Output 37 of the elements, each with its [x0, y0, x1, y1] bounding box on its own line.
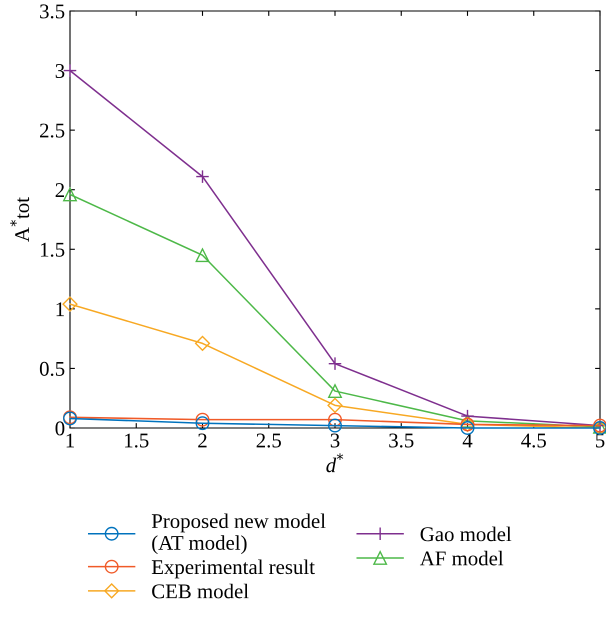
point — [328, 412, 342, 427]
x-tick-label: 4.5 — [521, 434, 546, 448]
x-tick-label: 1 — [66, 434, 74, 448]
x-tick-label: 2.5 — [256, 434, 281, 448]
x-axis-title: d$^{*}$ — [326, 453, 344, 472]
point — [196, 412, 210, 427]
point — [327, 398, 343, 413]
point — [63, 188, 77, 202]
legend-label: Proposed new model (AT model) — [152, 513, 326, 554]
y-tick-label: 0.5 — [40, 362, 64, 376]
point — [196, 170, 210, 184]
y-axis-title: A$^{*}$tot — [10, 197, 30, 242]
y-tick-label: 2.5 — [40, 124, 64, 138]
legend-label: Gao model — [420, 526, 512, 542]
x-tick-label: 1.5 — [125, 434, 148, 448]
y-tick-label: 1 — [56, 302, 64, 316]
point — [328, 384, 342, 398]
y-tick-label: 3 — [56, 64, 64, 78]
point — [328, 356, 342, 371]
x-tick-label: 2 — [198, 434, 207, 448]
y-tick-label: 0 — [56, 421, 64, 436]
y-tick-label: 1.5 — [40, 242, 64, 257]
point — [62, 296, 78, 312]
point — [196, 416, 210, 430]
point — [328, 418, 342, 433]
legend-label: AF model — [420, 550, 504, 566]
y-tick-label: 3.5 — [40, 4, 64, 19]
legend-label: Experimental result — [152, 559, 315, 578]
point — [460, 409, 474, 424]
point — [460, 421, 474, 435]
y-tick-label: 2 — [56, 183, 64, 197]
legend-label: CEB model — [152, 584, 249, 598]
point — [194, 336, 210, 351]
x-tick-label: 3.5 — [389, 434, 414, 448]
x-tick-label: 4 — [462, 434, 472, 448]
point — [196, 248, 210, 262]
x-tick-label: 3 — [330, 434, 340, 448]
